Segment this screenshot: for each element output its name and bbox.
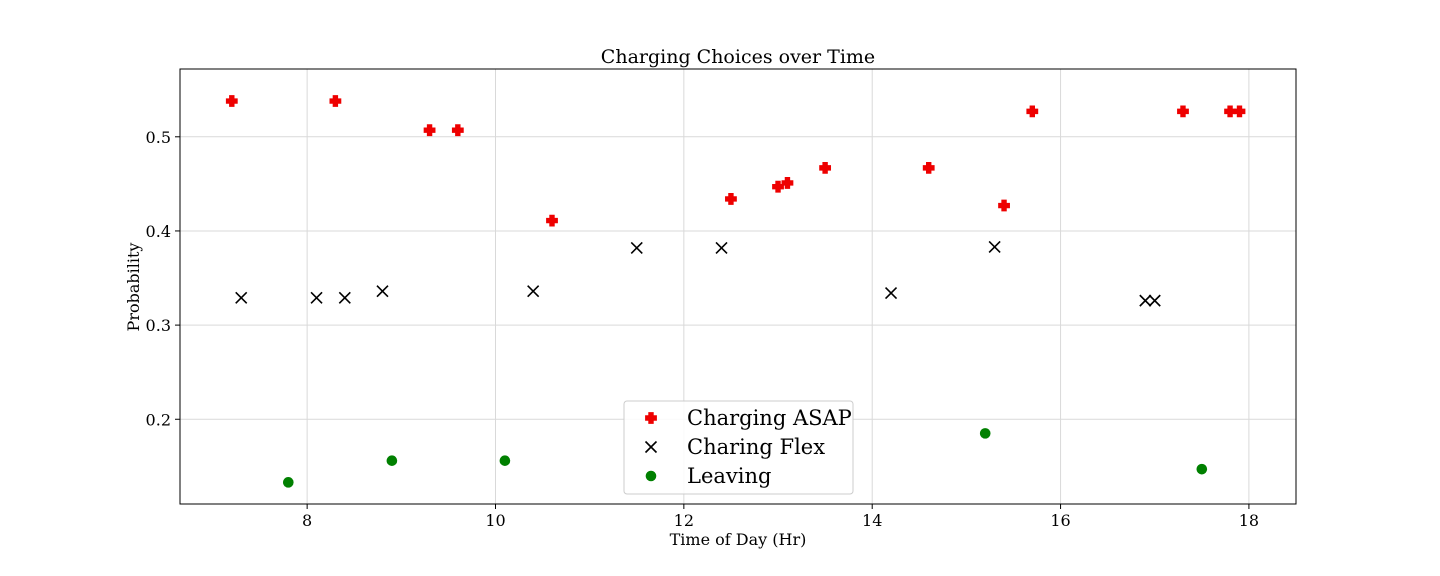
leaving-point xyxy=(1196,463,1208,475)
y-tick-label: 0.3 xyxy=(146,316,171,335)
legend: Charging ASAP Charing Flex Leaving xyxy=(623,400,854,495)
charging-asap-point xyxy=(225,95,238,107)
charing-flex-point xyxy=(310,291,323,304)
charging-asap-point xyxy=(546,214,558,227)
legend-box xyxy=(623,400,854,495)
charing-flex-point xyxy=(715,241,728,254)
charing-flex-point xyxy=(235,291,248,304)
legend-entry-charing-flex-marker xyxy=(644,440,658,454)
charging-asap-point xyxy=(1177,105,1189,118)
legend-entry-leaving-marker xyxy=(645,470,657,482)
chart-title: Charging Choices over Time xyxy=(601,46,875,68)
charing-flex-point xyxy=(527,285,540,298)
x-tick-label: 16 xyxy=(1050,511,1070,530)
legend-entry-charing-flex-label: Charing Flex xyxy=(687,435,825,459)
charging-asap-point xyxy=(423,124,436,137)
plot-frame xyxy=(179,68,1297,505)
data-points xyxy=(225,95,1246,488)
charging-asap-point xyxy=(329,95,342,107)
charing-flex-point xyxy=(376,285,389,298)
legend-entry-leaving-label: Leaving xyxy=(687,464,771,488)
x-tick-label: 8 xyxy=(302,511,312,530)
charing-flex-point xyxy=(1148,294,1161,307)
leaving-point xyxy=(499,455,511,466)
x-tick-label: 14 xyxy=(862,511,882,530)
charging-asap-point xyxy=(781,177,794,189)
plot-border xyxy=(179,68,1297,505)
charging-asap-point xyxy=(1224,105,1236,118)
charging-asap-point xyxy=(725,193,737,205)
leaving-point xyxy=(979,428,991,439)
y-tick-label: 0.4 xyxy=(146,222,171,241)
charing-flex-point xyxy=(630,241,643,254)
charging-asap-point xyxy=(1026,105,1039,118)
charing-flex-point xyxy=(1139,294,1152,307)
x-tick-label: 10 xyxy=(485,511,505,530)
legend-entry-charging-asap-marker xyxy=(645,412,657,424)
ticks: 8 10 12 14 16 18 0.2 0.3 0.4 0.5 xyxy=(146,128,1260,530)
y-tick-label: 0.5 xyxy=(146,128,171,147)
charing-flex-point xyxy=(988,240,1001,254)
charing-flex-point xyxy=(884,287,898,300)
x-tick-label: 12 xyxy=(674,511,694,530)
y-tick-label: 0.2 xyxy=(146,410,171,429)
charging-asap-point xyxy=(922,161,935,174)
x-axis-label: Time of Day (Hr) xyxy=(670,530,807,549)
charging-asap-point xyxy=(1233,105,1246,118)
leaving-point xyxy=(386,455,398,466)
charging-asap-point xyxy=(772,180,784,193)
charging-asap-point xyxy=(998,199,1010,212)
charging-asap-point xyxy=(451,124,464,137)
y-axis-label: Probability xyxy=(124,243,143,332)
charing-flex-point xyxy=(338,291,351,304)
charging-asap-point xyxy=(819,161,832,174)
x-tick-label: 18 xyxy=(1239,511,1259,530)
legend-entry-charging-asap-label: Charging ASAP xyxy=(687,406,852,430)
leaving-point xyxy=(283,477,294,488)
